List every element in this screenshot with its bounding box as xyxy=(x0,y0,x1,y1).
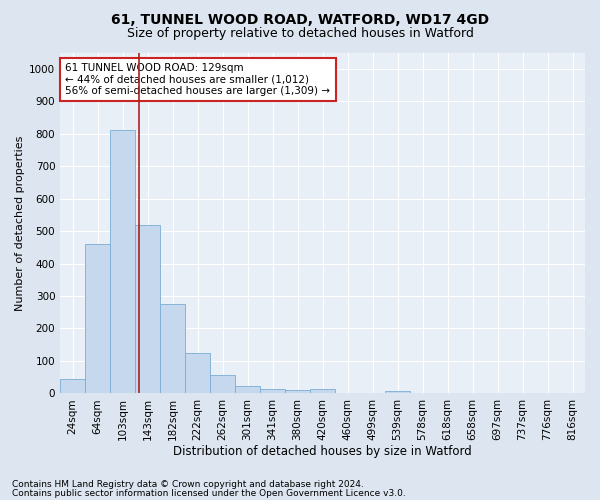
Bar xyxy=(285,390,310,394)
Bar xyxy=(210,374,235,394)
Bar xyxy=(260,390,285,394)
Text: Contains HM Land Registry data © Crown copyright and database right 2024.: Contains HM Land Registry data © Crown c… xyxy=(12,480,364,489)
X-axis label: Distribution of detached houses by size in Watford: Distribution of detached houses by size … xyxy=(173,444,472,458)
Text: Contains public sector information licensed under the Open Government Licence v3: Contains public sector information licen… xyxy=(12,488,406,498)
Text: Size of property relative to detached houses in Watford: Size of property relative to detached ho… xyxy=(127,28,473,40)
Text: 61 TUNNEL WOOD ROAD: 129sqm
← 44% of detached houses are smaller (1,012)
56% of : 61 TUNNEL WOOD ROAD: 129sqm ← 44% of det… xyxy=(65,62,331,96)
Bar xyxy=(235,386,260,394)
Text: 61, TUNNEL WOOD ROAD, WATFORD, WD17 4GD: 61, TUNNEL WOOD ROAD, WATFORD, WD17 4GD xyxy=(111,12,489,26)
Bar xyxy=(160,304,185,394)
Bar xyxy=(85,244,110,394)
Bar xyxy=(310,390,335,394)
Bar xyxy=(60,378,85,394)
Bar xyxy=(135,224,160,394)
Bar xyxy=(185,353,210,394)
Y-axis label: Number of detached properties: Number of detached properties xyxy=(15,135,25,310)
Bar xyxy=(110,130,135,394)
Bar xyxy=(385,391,410,394)
